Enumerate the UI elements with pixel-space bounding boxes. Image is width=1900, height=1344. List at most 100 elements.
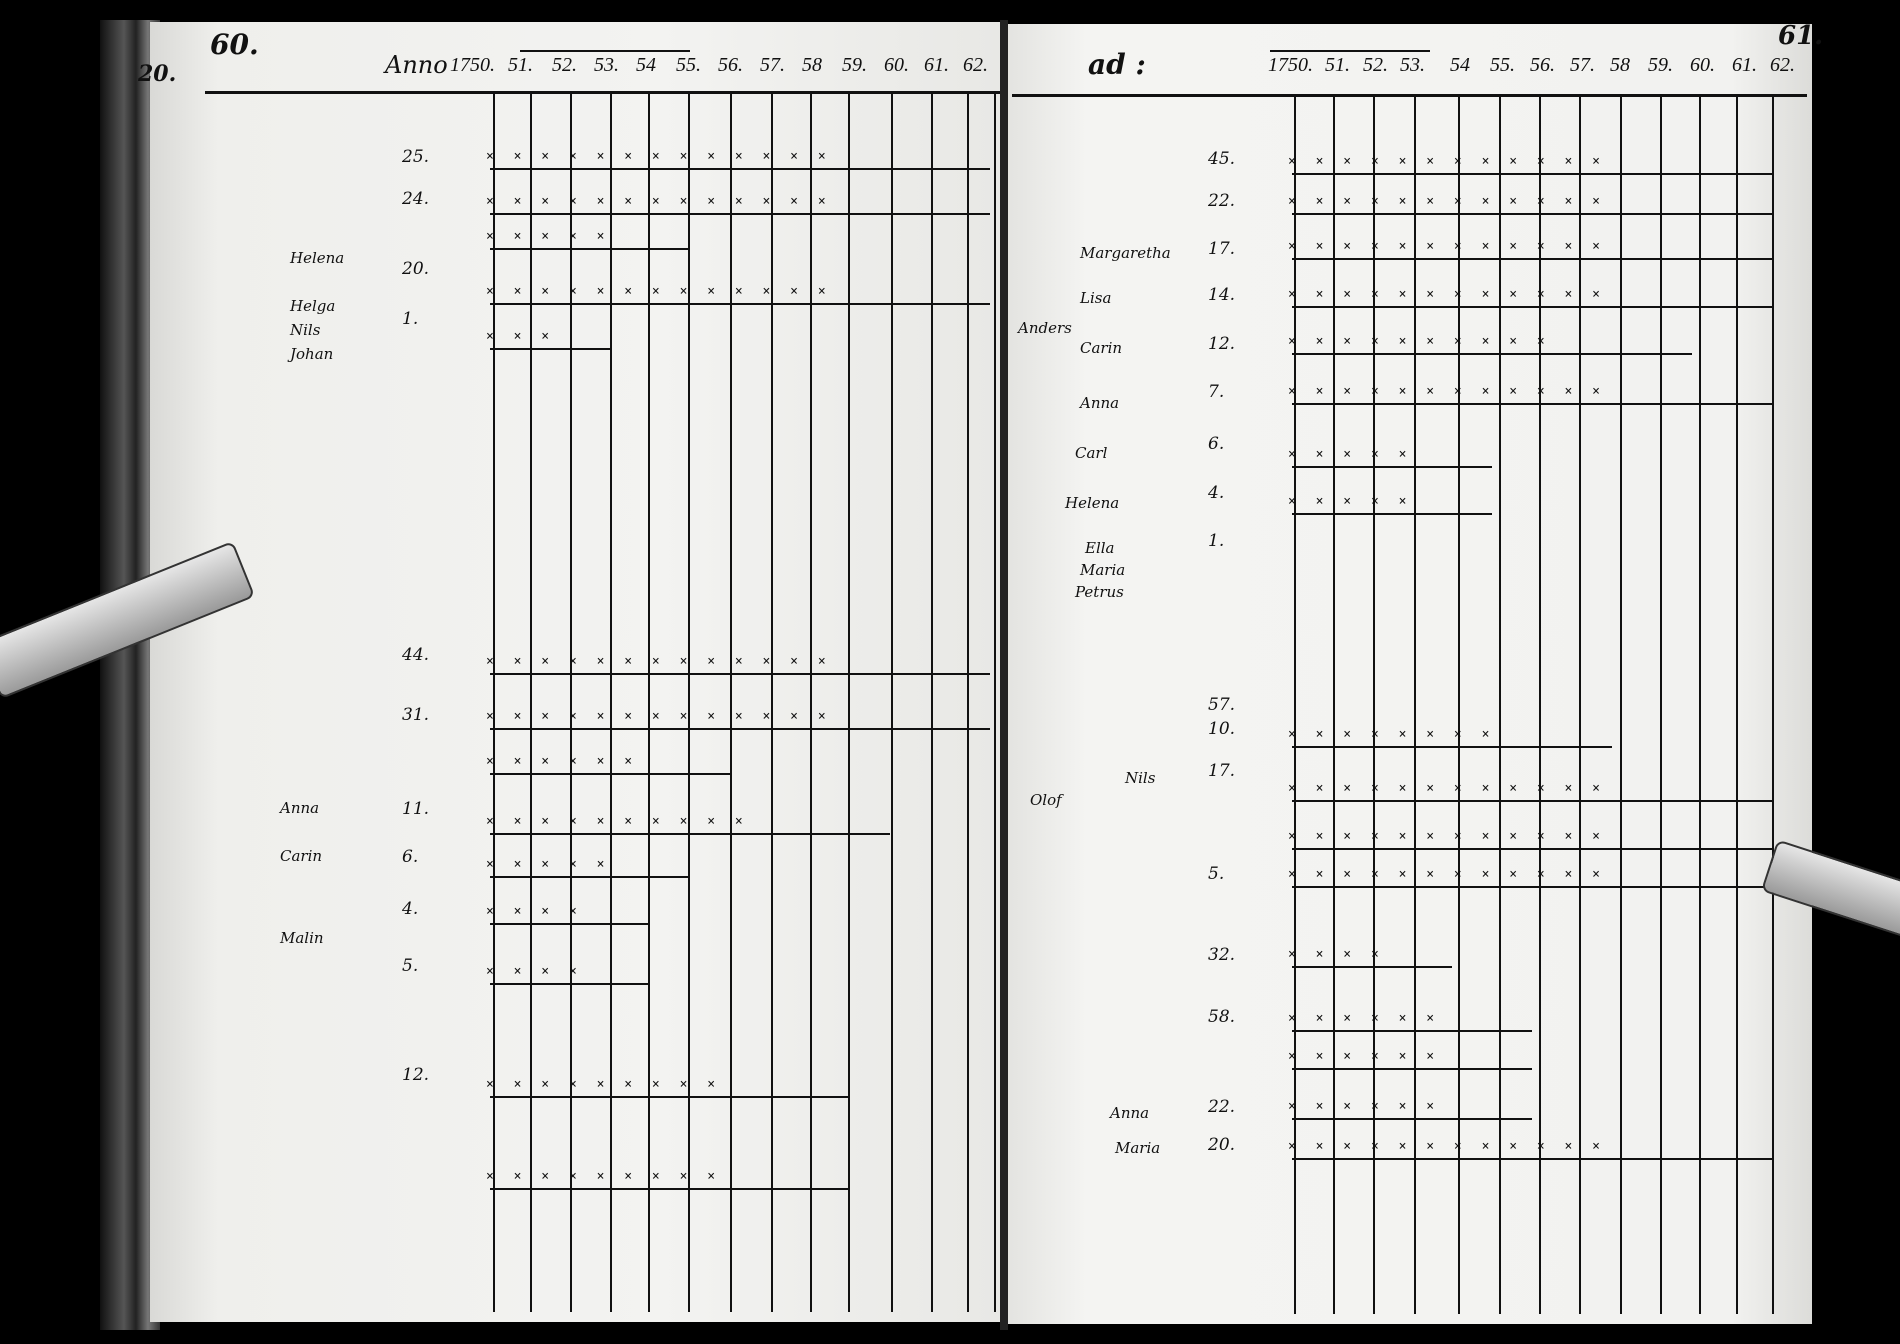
- entry-rule: [490, 673, 990, 675]
- entry-rule: [1292, 848, 1772, 850]
- examination-marks: × × × × × ×: [1288, 1011, 1441, 1026]
- examination-marks: × × × × × × × × × × × ×: [1288, 239, 1607, 254]
- column-rule: [730, 92, 732, 1312]
- examination-marks: × × × × × × × ×: [1288, 727, 1496, 742]
- year-header: 53.: [594, 54, 619, 76]
- left-page-number: 60.: [210, 28, 259, 61]
- age-value: 12.: [1208, 334, 1236, 354]
- person-name: Helena: [1065, 494, 1120, 512]
- examination-marks: × × × × × × × × × × × ×: [1288, 829, 1607, 844]
- column-rule: [1333, 94, 1335, 1314]
- year-header: 55.: [1490, 54, 1515, 76]
- person-name: Ella: [1085, 539, 1115, 557]
- age-value: 17.: [1208, 761, 1236, 781]
- column-rule: [530, 92, 532, 1312]
- column-rule: [848, 92, 850, 1312]
- age-value: 7.: [1208, 382, 1225, 402]
- column-rule: [648, 92, 650, 1312]
- year-header: 52.: [1363, 54, 1388, 76]
- year-header: 59.: [842, 54, 867, 76]
- entry-rule: [490, 833, 890, 835]
- section-mark: ad :: [1088, 48, 1146, 81]
- age-value: 17.: [1208, 239, 1236, 259]
- examination-marks: × × × × × × × × × × × ×: [1288, 194, 1607, 209]
- examination-marks: × × × × × ×: [1288, 1099, 1441, 1114]
- age-value: 5.: [402, 956, 419, 976]
- person-name: Anna: [1080, 394, 1120, 412]
- examination-marks: × × × × × × × × × × × ×: [1288, 1139, 1607, 1154]
- age-value: 32.: [1208, 945, 1236, 965]
- entry-rule: [1292, 800, 1772, 802]
- year-header: 62.: [963, 54, 988, 76]
- age-value: 5.: [1208, 864, 1225, 884]
- column-rule: [493, 92, 495, 1312]
- person-name: Maria: [1080, 561, 1126, 579]
- header-rule: [1012, 94, 1807, 97]
- column-rule: [1458, 94, 1460, 1314]
- entry-rule: [1292, 173, 1772, 175]
- age-value: 6.: [1208, 434, 1225, 454]
- year-header: 1750.: [450, 54, 495, 76]
- column-rule: [1499, 94, 1501, 1314]
- entry-rule: [490, 1096, 850, 1098]
- entry-rule: [1292, 353, 1692, 355]
- age-value: 31.: [402, 705, 430, 725]
- entry-rule: [1292, 1068, 1532, 1070]
- person-name: Margaretha: [1080, 244, 1171, 262]
- year-header: 61.: [924, 54, 949, 76]
- column-rule: [994, 92, 996, 1312]
- person-name: Lisa: [1080, 289, 1112, 307]
- entry-rule: [490, 923, 650, 925]
- column-rule: [931, 92, 933, 1312]
- column-rule: [1620, 94, 1622, 1314]
- column-rule: [1539, 94, 1541, 1314]
- column-rule: [688, 92, 690, 1312]
- person-name: Nils: [290, 321, 321, 339]
- person-name: Nils: [1125, 769, 1156, 787]
- entry-rule: [1292, 1158, 1772, 1160]
- age-value: 22.: [1208, 1097, 1236, 1117]
- examination-marks: × × × × × × × × × × × × ×: [486, 654, 832, 669]
- entry-rule: [1292, 306, 1772, 308]
- year-header: 56.: [1530, 54, 1555, 76]
- entry-rule: [1292, 1030, 1532, 1032]
- examination-marks: × × × × × ×: [486, 754, 639, 769]
- year-header: 62.: [1770, 54, 1795, 76]
- column-rule: [891, 92, 893, 1312]
- column-rule: [1736, 94, 1738, 1314]
- year-header: 57.: [760, 54, 785, 76]
- age-value: 24.: [402, 189, 430, 209]
- left-page: [150, 22, 1002, 1322]
- entry-rule: [490, 1188, 850, 1190]
- age-value: 4.: [1208, 483, 1225, 503]
- age-value: 6.: [402, 847, 419, 867]
- entry-rule: [1292, 466, 1492, 468]
- age-value: 12.: [402, 1065, 430, 1085]
- year-header: 51.: [1325, 54, 1350, 76]
- margin-number: 20.: [138, 61, 177, 87]
- anno-heading: Anno: [385, 51, 448, 79]
- column-rule: [1373, 94, 1375, 1314]
- year-header: 53.: [1400, 54, 1425, 76]
- column-rule: [570, 92, 572, 1312]
- year-header: 1750.: [1268, 54, 1313, 76]
- examination-marks: × × × × × × × × × ×: [486, 814, 749, 829]
- year-header: 57.: [1570, 54, 1595, 76]
- age-value: 10.: [1208, 719, 1236, 739]
- age-value: 11.: [402, 799, 430, 819]
- entry-rule: [490, 248, 690, 250]
- person-name: Carin: [1080, 339, 1123, 357]
- right-page: [1006, 24, 1812, 1324]
- examination-marks: × × × × × × × × × × × ×: [1288, 154, 1607, 169]
- age-value: 45.: [1208, 149, 1236, 169]
- examination-marks: × × × × ×: [486, 857, 611, 872]
- entry-rule: [490, 213, 990, 215]
- person-name: Helga: [290, 297, 336, 315]
- age-value: 4.: [402, 899, 419, 919]
- age-value: 25.: [402, 147, 430, 167]
- examination-marks: × × × × ×: [1288, 447, 1413, 462]
- examination-marks: × × × × ×: [1288, 494, 1413, 509]
- column-rule: [967, 92, 969, 1312]
- person-name: Olof: [1030, 791, 1062, 809]
- entry-rule: [490, 303, 990, 305]
